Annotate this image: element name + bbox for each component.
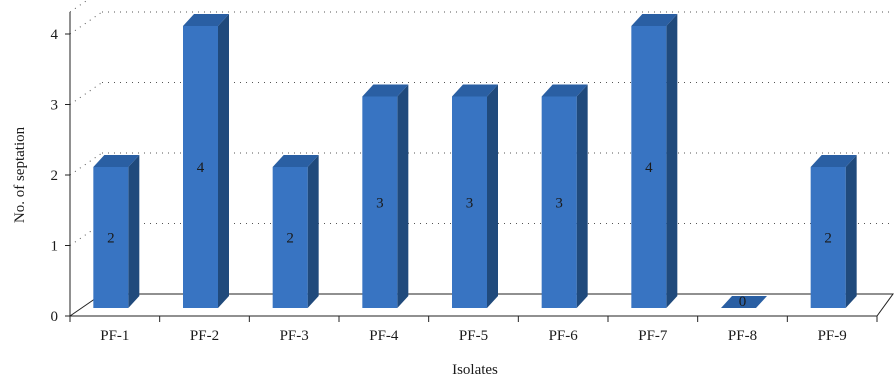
x-tick-label: PF-6 bbox=[549, 328, 579, 344]
bar-side bbox=[218, 14, 229, 308]
y-tick-label: 2 bbox=[51, 168, 59, 184]
y-axis-title: No. of septation bbox=[12, 126, 28, 223]
bar-top bbox=[631, 14, 678, 26]
x-tick-label: PF-5 bbox=[459, 328, 488, 344]
bar-pf-5 bbox=[452, 84, 498, 308]
data-label: 4 bbox=[197, 160, 205, 176]
bars bbox=[93, 14, 857, 308]
bar-front bbox=[272, 167, 308, 308]
bar-pf-6 bbox=[541, 84, 588, 308]
bar-pf-9 bbox=[810, 155, 857, 308]
x-tick-label: PF-4 bbox=[369, 328, 399, 344]
bar-top bbox=[93, 155, 140, 167]
x-tick-label: PF-3 bbox=[280, 328, 309, 344]
axes: 0 1 2 3 4 PF-1 PF-2 PF-3 PF-4 PF-5 PF-6 PF-7 PF-8 PF-… bbox=[51, 12, 878, 344]
data-label: 3 bbox=[555, 195, 563, 211]
bar-pf-4 bbox=[362, 84, 409, 308]
bar-side bbox=[576, 84, 588, 308]
x-tick-label: PF-1 bbox=[100, 328, 129, 344]
x-tick-label: PF-7 bbox=[638, 328, 668, 344]
bar-front bbox=[93, 167, 129, 308]
bar-front bbox=[452, 96, 487, 308]
bar-side bbox=[397, 84, 409, 308]
gridline-diagonal bbox=[69, 152, 103, 176]
bar-side bbox=[128, 155, 140, 308]
bar-top bbox=[272, 155, 319, 167]
data-label: 2 bbox=[286, 231, 294, 247]
data-label: 4 bbox=[645, 160, 653, 176]
x-tick-label: PF-2 bbox=[190, 328, 219, 344]
y-tick-label: 3 bbox=[51, 98, 59, 114]
bar-top bbox=[452, 84, 498, 97]
bar-front bbox=[362, 96, 398, 308]
bar-top bbox=[183, 14, 229, 26]
bar-front bbox=[541, 96, 577, 308]
bar-front bbox=[183, 26, 218, 308]
bar-pf-3 bbox=[272, 155, 319, 308]
y-tick-label: 4 bbox=[51, 27, 59, 43]
gridline-diagonal bbox=[69, 11, 103, 35]
bar-pf-7 bbox=[631, 14, 678, 308]
x-tick-label: PF-8 bbox=[728, 328, 757, 344]
bar-side bbox=[487, 84, 498, 308]
gridline-diagonal bbox=[69, 82, 103, 105]
gridline-diagonal bbox=[69, 0, 89, 13]
bar-front bbox=[631, 26, 667, 308]
data-label: 2 bbox=[107, 231, 115, 247]
bar-top bbox=[721, 296, 767, 308]
data-labels: 2 4 2 3 3 3 4 0 2 bbox=[107, 160, 832, 310]
bar-side bbox=[307, 155, 319, 308]
bar-pf-8 bbox=[721, 296, 767, 308]
bar-top bbox=[810, 155, 857, 167]
x-tick-label: PF-9 bbox=[818, 328, 847, 344]
bar-pf-2 bbox=[183, 14, 229, 308]
bar-side bbox=[666, 14, 678, 308]
bar-top bbox=[362, 84, 409, 97]
bar-pf-1 bbox=[93, 155, 140, 308]
bar-side bbox=[845, 155, 857, 308]
data-label: 3 bbox=[376, 195, 384, 211]
y-tick-label: 0 bbox=[51, 309, 59, 325]
bar-top bbox=[541, 84, 588, 97]
y-tick-label: 1 bbox=[51, 239, 59, 255]
gridline-diagonal bbox=[69, 223, 103, 246]
bar-front bbox=[810, 167, 846, 308]
data-label: 3 bbox=[466, 195, 474, 211]
data-label: 0 bbox=[739, 294, 747, 310]
x-axis-title: Isolates bbox=[452, 362, 498, 378]
data-label: 2 bbox=[824, 231, 832, 247]
gridlines bbox=[69, 0, 893, 246]
